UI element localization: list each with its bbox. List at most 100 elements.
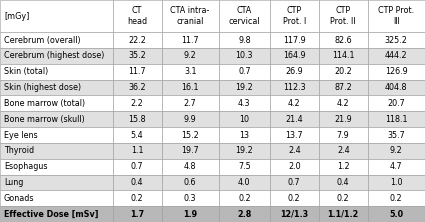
- Bar: [368, 48, 425, 64]
- Text: 22.2: 22.2: [128, 36, 146, 45]
- Text: 36.2: 36.2: [128, 83, 146, 92]
- Text: 126.9: 126.9: [385, 67, 408, 76]
- Bar: [319, 206, 368, 222]
- Text: CT
head: CT head: [127, 6, 147, 26]
- Text: 404.8: 404.8: [385, 83, 408, 92]
- Text: Eye lens: Eye lens: [4, 131, 38, 139]
- Text: 4.8: 4.8: [184, 162, 196, 171]
- Bar: [219, 143, 270, 159]
- Bar: [219, 111, 270, 127]
- Bar: [162, 159, 219, 174]
- Bar: [270, 80, 319, 95]
- Text: 7.9: 7.9: [337, 131, 349, 139]
- Text: 0.2: 0.2: [390, 194, 402, 203]
- Text: 9.2: 9.2: [390, 146, 402, 155]
- Text: 11.7: 11.7: [128, 67, 146, 76]
- Bar: [0, 48, 113, 64]
- Text: Skin (total): Skin (total): [4, 67, 48, 76]
- Bar: [319, 190, 368, 206]
- Text: 21.9: 21.9: [334, 115, 352, 124]
- Text: 2.8: 2.8: [237, 210, 252, 219]
- Bar: [270, 206, 319, 222]
- Text: 19.2: 19.2: [235, 83, 253, 92]
- Bar: [113, 159, 162, 174]
- Text: 0.3: 0.3: [184, 194, 196, 203]
- Text: 26.9: 26.9: [286, 67, 303, 76]
- Text: 12/1.3: 12/1.3: [280, 210, 309, 219]
- Text: 3.1: 3.1: [184, 67, 196, 76]
- Text: 164.9: 164.9: [283, 52, 306, 60]
- Bar: [368, 64, 425, 80]
- Bar: [162, 111, 219, 127]
- Text: CTP
Prot. I: CTP Prot. I: [283, 6, 306, 26]
- Bar: [319, 159, 368, 174]
- Bar: [319, 95, 368, 111]
- Bar: [319, 48, 368, 64]
- Bar: [162, 174, 219, 190]
- Text: Thyroid: Thyroid: [4, 146, 34, 155]
- Text: 7.5: 7.5: [238, 162, 251, 171]
- Text: Bone marrow (total): Bone marrow (total): [4, 99, 85, 108]
- Text: 4.2: 4.2: [337, 99, 349, 108]
- Text: 1.2: 1.2: [337, 162, 349, 171]
- Text: 0.4: 0.4: [337, 178, 349, 187]
- Bar: [0, 127, 113, 143]
- Bar: [270, 0, 319, 32]
- Bar: [162, 143, 219, 159]
- Text: Cerebrum (highest dose): Cerebrum (highest dose): [4, 52, 105, 60]
- Bar: [113, 143, 162, 159]
- Bar: [368, 80, 425, 95]
- Bar: [219, 174, 270, 190]
- Bar: [368, 0, 425, 32]
- Text: 10: 10: [239, 115, 249, 124]
- Text: CTP
Prot. II: CTP Prot. II: [331, 6, 356, 26]
- Text: 16.1: 16.1: [181, 83, 199, 92]
- Text: 15.8: 15.8: [128, 115, 146, 124]
- Text: 5.4: 5.4: [131, 131, 143, 139]
- Bar: [368, 174, 425, 190]
- Bar: [219, 127, 270, 143]
- Bar: [0, 111, 113, 127]
- Text: 9.9: 9.9: [184, 115, 196, 124]
- Text: 2.7: 2.7: [184, 99, 196, 108]
- Text: 2.2: 2.2: [131, 99, 143, 108]
- Text: 117.9: 117.9: [283, 36, 306, 45]
- Bar: [113, 206, 162, 222]
- Text: 4.3: 4.3: [238, 99, 251, 108]
- Bar: [113, 174, 162, 190]
- Bar: [0, 174, 113, 190]
- Bar: [0, 190, 113, 206]
- Bar: [219, 48, 270, 64]
- Text: [mGy]: [mGy]: [4, 12, 29, 21]
- Text: 35.2: 35.2: [128, 52, 146, 60]
- Text: 0.4: 0.4: [131, 178, 143, 187]
- Bar: [270, 190, 319, 206]
- Text: 0.7: 0.7: [131, 162, 143, 171]
- Bar: [162, 190, 219, 206]
- Bar: [270, 143, 319, 159]
- Bar: [0, 159, 113, 174]
- Bar: [368, 143, 425, 159]
- Text: 0.2: 0.2: [288, 194, 300, 203]
- Bar: [113, 80, 162, 95]
- Bar: [219, 0, 270, 32]
- Text: 4.2: 4.2: [288, 99, 300, 108]
- Bar: [162, 95, 219, 111]
- Bar: [319, 80, 368, 95]
- Bar: [368, 159, 425, 174]
- Text: 2.0: 2.0: [288, 162, 300, 171]
- Bar: [219, 95, 270, 111]
- Text: CTP Prot.
III: CTP Prot. III: [378, 6, 414, 26]
- Text: 2.4: 2.4: [288, 146, 300, 155]
- Text: 1.7: 1.7: [130, 210, 144, 219]
- Bar: [270, 32, 319, 48]
- Text: 1.0: 1.0: [390, 178, 402, 187]
- Text: Lung: Lung: [4, 178, 23, 187]
- Text: 444.2: 444.2: [385, 52, 408, 60]
- Bar: [162, 127, 219, 143]
- Bar: [113, 64, 162, 80]
- Bar: [319, 32, 368, 48]
- Text: Cerebrum (overall): Cerebrum (overall): [4, 36, 81, 45]
- Text: CTA
cervical: CTA cervical: [229, 6, 260, 26]
- Bar: [0, 0, 113, 32]
